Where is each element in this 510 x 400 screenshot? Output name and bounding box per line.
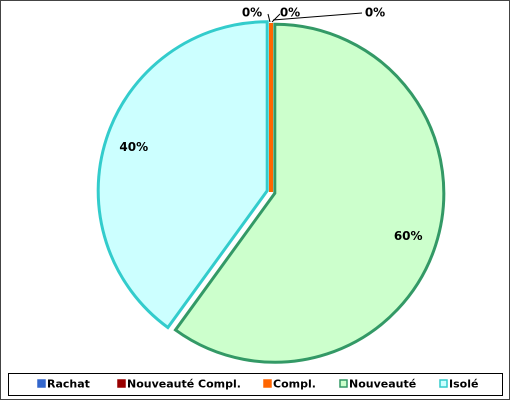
legend-label: Nouveauté	[349, 378, 416, 391]
legend-label: Nouveauté Compl.	[127, 378, 241, 391]
data-label: 0%	[242, 6, 262, 20]
legend-marker	[339, 379, 348, 388]
pie-slice	[173, 22, 446, 364]
legend-label: Isolé	[449, 378, 478, 391]
data-label: 40%	[119, 140, 148, 154]
legend: Rachat Nouveauté Compl. Compl. Nouveauté Iso…	[37, 378, 478, 391]
legend-box	[8, 373, 503, 396]
legend-marker	[37, 379, 46, 388]
legend-marker	[117, 379, 126, 388]
legend-marker	[263, 379, 272, 388]
leader-lines	[267, 12, 363, 23]
data-label: 0%	[365, 6, 385, 20]
pie-slice	[96, 20, 269, 330]
data-label: 0%	[280, 6, 300, 20]
legend-label: Compl.	[273, 378, 316, 391]
data-label: 60%	[394, 229, 423, 243]
legend-marker	[439, 379, 448, 388]
legend-label: Rachat	[47, 378, 90, 391]
